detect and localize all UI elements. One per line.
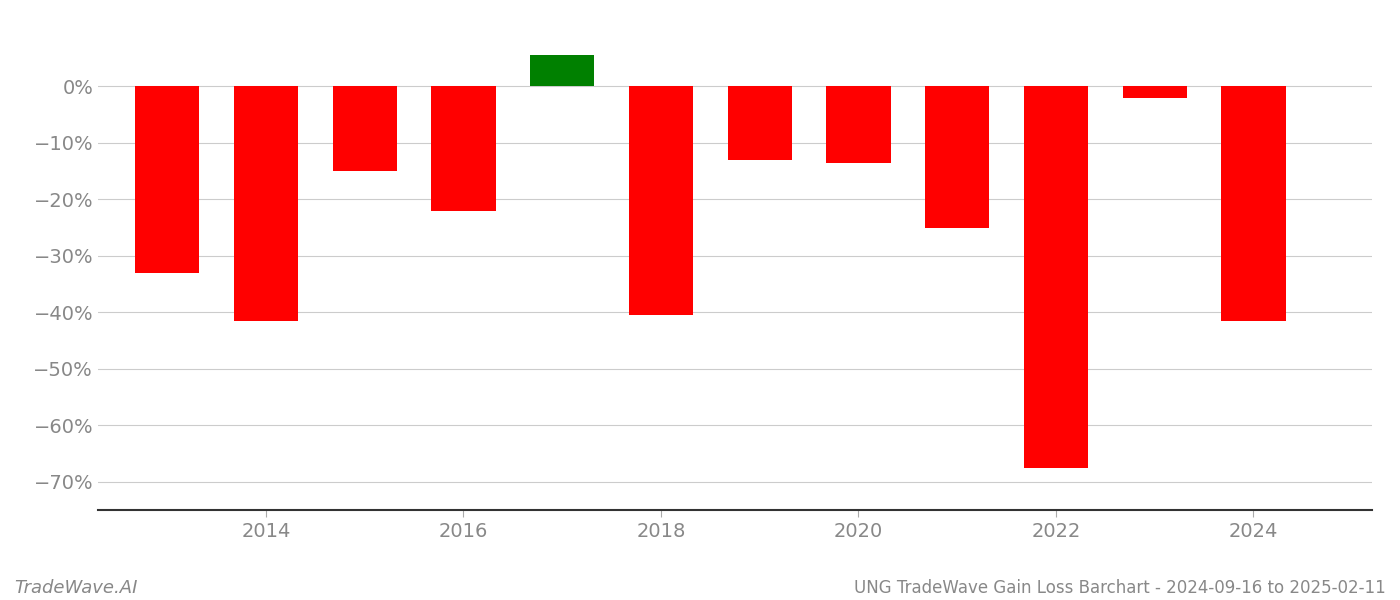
Bar <box>234 86 298 321</box>
Bar <box>134 86 199 273</box>
Bar <box>728 86 792 160</box>
Bar <box>925 86 990 227</box>
Bar <box>826 86 890 163</box>
Bar <box>629 86 693 315</box>
Bar <box>333 86 396 171</box>
Bar <box>1123 86 1187 98</box>
Text: UNG TradeWave Gain Loss Barchart - 2024-09-16 to 2025-02-11: UNG TradeWave Gain Loss Barchart - 2024-… <box>854 579 1386 597</box>
Bar <box>431 86 496 211</box>
Text: TradeWave.AI: TradeWave.AI <box>14 579 137 597</box>
Bar <box>1023 86 1088 467</box>
Bar <box>1221 86 1285 321</box>
Bar <box>531 55 594 86</box>
